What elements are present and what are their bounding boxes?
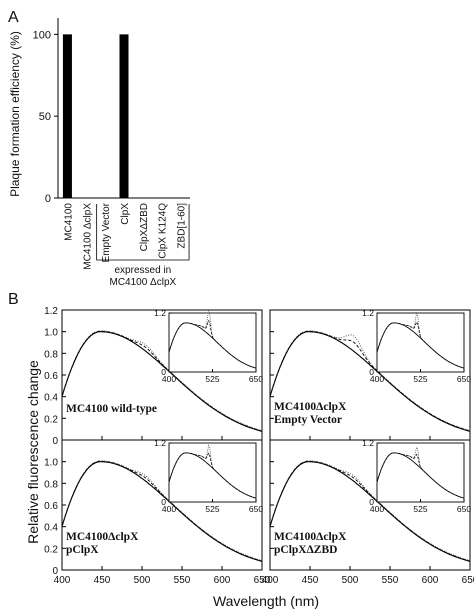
inset-plot: 400 525 650 0 1.2 [362,438,471,514]
y-tick-label: 0 [52,436,58,447]
spectrum-subplot-wt: 0 0.2 0.4 0.6 0.8 1.0 1.2 MC4100 wild-type 400 52… [44,306,263,447]
a-y-axis-title: Plaque formation efficiency (%) [8,31,22,197]
y-tick-label: 0 [52,566,58,577]
y-axis-title: Relative fluorescence change [25,360,41,544]
inset-dashed-line [168,452,256,499]
inset-y-tick-label: 0 [369,497,374,507]
inset-x-tick-label: 525 [413,504,427,514]
subplot-condition-label: MC4100ΔclpX [66,531,139,543]
inset-x-tick-label: 650 [457,374,471,384]
a-bar [62,34,72,199]
inset-frame [376,442,465,503]
panel-a-label: A [8,9,19,26]
inset-x-tick-label: 400 [370,504,384,514]
a-category-label: ClpX [120,203,131,225]
spectrum-dashed-line [269,330,471,432]
a-category-label: Empty Vector [101,202,112,262]
y-tick-label: 0.4 [44,393,58,404]
inset-x-tick-label: 650 [457,504,471,514]
inset-x-tick-label: 525 [205,374,219,384]
inset-y-tick-label: 0 [369,367,374,377]
x-tick-label: 600 [422,575,439,586]
y-tick-label: 0.4 [44,523,58,534]
y-tick-label: 0.2 [44,414,58,425]
spectrum-dashed-line [61,460,263,562]
inset-x-tick-label: 525 [413,374,427,384]
inset-dotted-line [376,446,464,499]
x-tick-label: 500 [134,575,151,586]
panel-b-label: B [8,291,19,308]
inset-plot: 400 525 650 0 1.2 [154,308,263,384]
a-y-tick-label: 50 [39,111,51,123]
y-tick-label: 1.2 [44,306,58,317]
inset-y-tick-label: 1.2 [154,438,166,448]
x-axis-title: Wavelength (nm) [213,593,319,609]
inset-plot: 400 525 650 0 1.2 [154,438,263,514]
x-tick-label: 400 [54,575,71,586]
x-tick-label: 550 [382,575,399,586]
y-tick-label: 0.2 [44,544,58,555]
y-tick-label: 1.0 [44,458,58,469]
a-category-label: ClpX K124Q [158,203,169,259]
inset-x-tick-label: 400 [162,504,176,514]
x-tick-label: 650 [254,575,271,586]
x-tick-label: 450 [94,575,111,586]
subplot-condition-label: pClpXΔZBD [274,544,337,556]
a-group-bracket [96,204,190,261]
panel-b-spectra: 0 0.2 0.4 0.6 0.8 1.0 1.2 MC4100 wild-type 400 52… [44,306,474,586]
subplot-condition-label: MC4100 wild-type [66,403,157,415]
x-tick-label: 450 [302,575,319,586]
inset-dashed-line [376,321,464,369]
a-category-label: MC4100 [63,203,74,241]
inset-y-tick-label: 0 [161,367,166,377]
a-bracket-label: expressed in [115,265,172,276]
panel-a-bar-chart: 0 50 100 Plaque formation efficiency (%) MC4… [8,18,190,288]
inset-x-tick-label: 525 [205,504,219,514]
a-bracket-label: MC4100 ΔclpX [109,277,176,288]
a-y-tick-label: 0 [45,193,51,205]
spectrum-solid-line [269,331,471,432]
spectrum-subplot-pc: 400 450 500 550 600 650 0 0.2 0.4 0.6 0.8 1.0 MC4100… [44,438,271,586]
inset-x-tick-label: 650 [249,374,263,384]
subplot-condition-label: MC4100ΔclpX [274,531,347,543]
a-y-tick-label: 100 [33,29,51,41]
inset-y-tick-label: 1.2 [362,308,374,318]
inset-y-tick-label: 0 [161,497,166,507]
inset-x-tick-label: 400 [162,374,176,384]
subplot-condition-label: pClpX [66,544,99,556]
inset-x-tick-label: 400 [370,374,384,384]
y-tick-label: 1.0 [44,328,58,339]
subplot-condition-label: MC4100ΔclpX [274,401,347,413]
inset-dashed-line [168,319,256,369]
a-category-label: ClpXΔZBD [139,203,150,251]
x-tick-label: 650 [462,575,474,586]
inset-y-tick-label: 1.2 [154,308,166,318]
subplot-condition-label: Empty Vector [274,414,342,426]
x-tick-label: 500 [342,575,359,586]
y-tick-label: 0.6 [44,371,58,382]
inset-y-tick-label: 1.2 [362,438,374,448]
x-tick-label: 550 [174,575,191,586]
x-tick-label: 600 [214,575,231,586]
inset-x-tick-label: 650 [249,504,263,514]
y-tick-label: 0.8 [44,479,58,490]
a-category-label: MC4100 ΔclpX [82,203,93,270]
y-tick-label: 0.8 [44,349,58,360]
a-bar [119,34,129,199]
a-category-label: ZBD[1-60] [177,203,188,249]
spectrum-dashed-line [269,460,471,562]
x-tick-label: 400 [262,575,279,586]
y-tick-label: 0.6 [44,501,58,512]
inset-plot: 400 525 650 0 1.2 [362,308,471,384]
